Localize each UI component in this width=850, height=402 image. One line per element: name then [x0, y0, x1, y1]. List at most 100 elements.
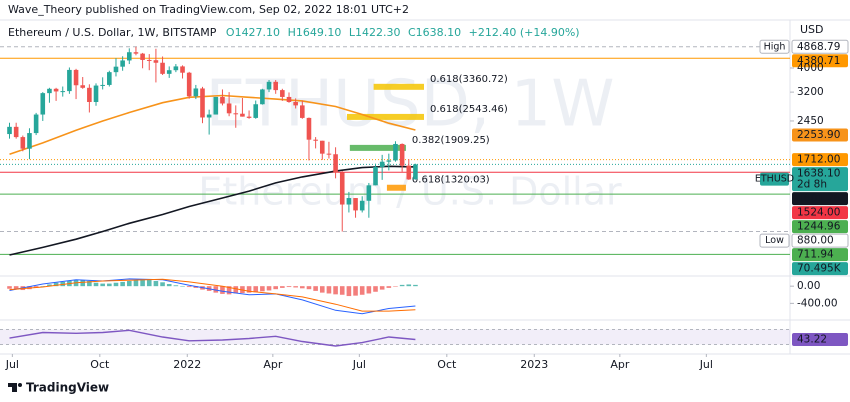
macd-histogram-bar	[113, 282, 119, 287]
candle-body	[293, 102, 298, 106]
legend-line: Ethereum / U.S. Dollar, 1W, BITSTAMP O14…	[8, 26, 580, 39]
candle-body	[333, 154, 338, 173]
moving-average	[9, 165, 416, 256]
badge-tag	[759, 233, 790, 248]
macd-histogram-bar	[93, 282, 99, 287]
macd-tick-label: -400.00	[797, 297, 838, 309]
candle-body	[260, 89, 265, 105]
macd-histogram-bar	[80, 280, 86, 287]
candle-body	[100, 84, 105, 86]
ohlc-close: C1638.10	[408, 26, 461, 39]
candle-body	[186, 72, 192, 97]
price-badge	[792, 192, 848, 206]
macd-histogram-bar	[213, 286, 219, 293]
macd-histogram-bar	[300, 286, 305, 289]
candle-body	[180, 66, 185, 73]
price-badge	[791, 233, 849, 248]
badge-tag-text: Low	[765, 235, 784, 246]
macd-histogram-bar	[359, 286, 365, 295]
macd-histogram-bar	[40, 286, 46, 287]
rsi-badge	[792, 333, 848, 347]
x-tick-label: Oct	[90, 358, 110, 371]
price-badge	[792, 128, 848, 142]
ohlc-change: +212.40 (+14.90%)	[469, 26, 580, 39]
macd-histogram-bar	[313, 286, 318, 291]
candle-body	[193, 88, 199, 97]
logo-mark	[8, 383, 17, 387]
candle-body	[233, 113, 239, 115]
candle-body	[33, 114, 39, 134]
candle-body	[413, 164, 418, 180]
badge-tag-text: ETHUSD	[755, 174, 794, 185]
x-tick-label: Apr	[610, 358, 630, 371]
macd-histogram-bar	[173, 285, 179, 287]
price-badge-text: 2450	[797, 115, 824, 127]
macd-histogram-bar	[47, 284, 52, 287]
logo-mark	[12, 387, 17, 392]
x-tick-label: Apr	[263, 358, 283, 371]
candle-body	[266, 81, 272, 90]
badge-tag-text: High	[764, 41, 786, 52]
candle-body	[113, 66, 119, 73]
candle-body	[226, 103, 232, 114]
macd-histogram-bar	[286, 286, 292, 288]
x-tick-label: 2022	[173, 358, 201, 371]
macd-histogram-bar	[273, 286, 278, 290]
candle-body	[120, 60, 125, 67]
price-badge	[791, 39, 849, 54]
candle-body	[359, 200, 365, 211]
candle-body	[60, 91, 66, 93]
candle-body	[166, 70, 172, 74]
price-badge	[792, 248, 848, 262]
candle-body	[206, 114, 212, 118]
candle-body	[313, 139, 318, 141]
macd-histogram-bar	[253, 286, 259, 293]
candle-body	[213, 96, 219, 115]
price-badge-text: 711.94	[797, 249, 834, 261]
candle-body	[27, 133, 32, 149]
x-tick-label: Jul	[699, 358, 713, 371]
fib-level	[386, 184, 406, 191]
macd-histogram-bar	[406, 284, 412, 287]
macd-histogram-bar	[107, 283, 112, 287]
price-badge-text: 1712.00	[797, 154, 840, 166]
footer-brand: TradingView	[26, 381, 109, 395]
candle-body	[339, 172, 345, 205]
candle-body	[80, 85, 86, 88]
x-tick-label: Oct	[437, 358, 457, 371]
candle-body	[53, 88, 59, 92]
candle-body	[13, 126, 19, 138]
candle-body	[300, 105, 305, 118]
price-badge-text: 4000	[797, 62, 824, 74]
candle-body	[280, 90, 285, 97]
ohlc-high: H1649.10	[288, 26, 342, 39]
macd-histogram-bar	[7, 286, 12, 289]
price-badge	[792, 262, 848, 276]
macd-histogram-bar	[186, 286, 192, 288]
candle-body	[67, 69, 72, 92]
price-badge-text: 2253.90	[797, 129, 840, 141]
price-badge-text: 3200	[797, 86, 824, 98]
candle-body	[366, 185, 372, 201]
macd-histogram-bar	[346, 286, 352, 297]
macd-histogram-bar	[160, 282, 165, 287]
candle-body	[306, 117, 312, 140]
candle-body	[47, 88, 52, 94]
macd-histogram-bar	[326, 286, 332, 294]
ohlc-open: O1427.10	[226, 26, 280, 39]
candle-body	[393, 143, 398, 161]
macd-histogram-bar	[319, 286, 325, 293]
footer-logo: TradingView	[8, 381, 109, 395]
macd-histogram-bar	[246, 286, 252, 293]
rsi-line	[9, 329, 416, 347]
macd-histogram-bar	[260, 286, 265, 292]
macd-line	[9, 278, 416, 312]
candle-body	[173, 66, 179, 71]
candle-body	[20, 137, 26, 149]
macd-histogram-bar	[293, 286, 298, 288]
macd-histogram-bar	[133, 280, 139, 287]
price-badge	[792, 153, 848, 167]
macd-histogram-bar	[126, 281, 132, 287]
macd-histogram-bar	[193, 286, 199, 288]
